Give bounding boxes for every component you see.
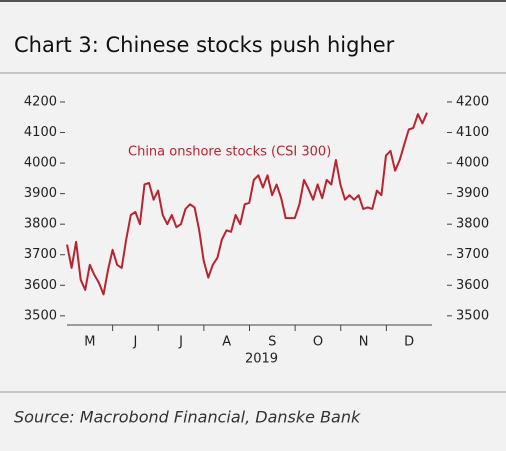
y2-tick-label: 3700: [456, 247, 489, 262]
y-tick-label: 3500: [24, 308, 57, 323]
y2-tick-label: 4200: [456, 94, 489, 109]
chart-title: Chart 3: Chinese stocks push higher: [14, 33, 395, 57]
annotation: China onshore stocks (CSI 300): [128, 145, 331, 160]
y2-tick-label: 3600: [456, 278, 489, 293]
x-tick-label: S: [268, 335, 276, 350]
x-tick-label: D: [404, 335, 414, 350]
source: Source: Macrobond Financial, Danske Bank: [14, 408, 361, 427]
x-tick-label: J: [178, 335, 183, 350]
y-tick-label: 4200: [24, 94, 57, 109]
y2-tick-label: 3900: [456, 186, 489, 201]
y-tick-label: 3900: [24, 186, 57, 201]
y2-tick-label: 3800: [456, 217, 489, 232]
y2-tick-label: 4000: [456, 156, 489, 171]
y2-tick-label: 3500: [456, 308, 489, 323]
y-tick-label: 3800: [24, 217, 57, 232]
y2-tick-label: 4100: [456, 125, 489, 140]
y-tick-label: 3600: [24, 278, 57, 293]
y-tick-label: 3700: [24, 247, 57, 262]
y-tick-label: 4100: [24, 125, 57, 140]
x-axis-label: 2019: [245, 352, 278, 367]
y-tick-label: 4000: [24, 156, 57, 171]
x-tick-label: O: [313, 335, 323, 350]
x-tick-label: A: [222, 335, 231, 350]
x-tick-label: J: [133, 335, 138, 350]
series-line: [66, 112, 428, 296]
x-tick-label: N: [359, 335, 369, 350]
x-tick-label: M: [84, 335, 95, 350]
